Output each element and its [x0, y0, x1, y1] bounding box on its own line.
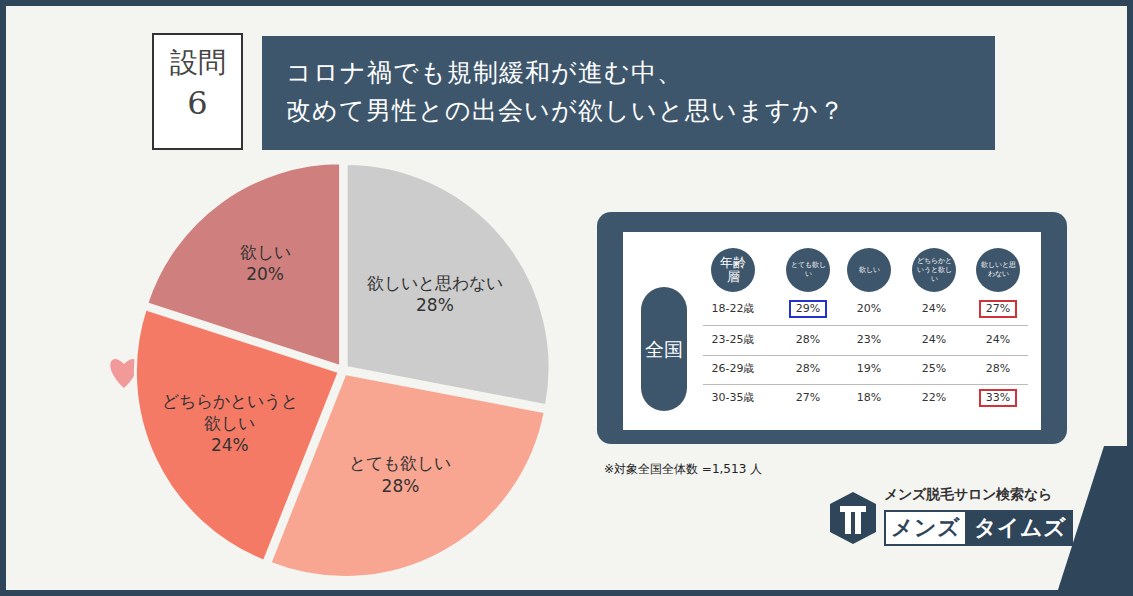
svg-text:欲しいと思わない28%: 欲しいと思わない28% — [367, 273, 503, 315]
html-text:メンズ脱毛サロン検索なら: メンズ脱毛サロン検索なら — [884, 486, 1052, 502]
svg-text:とても欲しい28%: とても欲しい28% — [349, 453, 451, 495]
svg-text:欲しい20%: 欲しい20% — [240, 242, 291, 284]
html-text:年齢層: 年齢層 — [720, 255, 746, 284]
html-text:コロナ禍でも規制緩和が進む中、: コロナ禍でも規制緩和が進む中、 — [286, 58, 683, 87]
html-text:25%: 25% — [921, 362, 947, 375]
html-text:設問: 設問 — [169, 46, 226, 79]
html-text:28%: 28% — [795, 333, 821, 346]
html-text:18-22歳: 18-22歳 — [711, 302, 755, 315]
html-text:改めて男性との出会いが欲しいと思いますか？: 改めて男性との出会いが欲しいと思いますか？ — [286, 96, 845, 125]
html-text:6: 6 — [187, 84, 208, 122]
html-text:33%: 33% — [985, 391, 1011, 404]
html-text:26-29歳: 26-29歳 — [711, 362, 755, 375]
html-text:28%: 28% — [795, 362, 821, 375]
html-text:24%: 24% — [921, 302, 947, 315]
html-text:28%: 28% — [985, 362, 1011, 375]
html-text:メンズ: メンズ — [891, 515, 960, 540]
html-text:22%: 22% — [921, 391, 947, 404]
svg-text:どちらかというと欲しい24%: どちらかというと欲しい24% — [162, 391, 298, 455]
html-text:19%: 19% — [856, 362, 882, 375]
html-text:欲しいと思わない: 欲しいと思わない — [980, 261, 1016, 278]
html-text:27%: 27% — [985, 302, 1011, 315]
html-text:23-25歳: 23-25歳 — [711, 333, 755, 346]
html-text:18%: 18% — [856, 391, 882, 404]
html-text:どちらかというと欲しい: どちらかというと欲しい — [916, 256, 952, 283]
html-text:30-35歳: 30-35歳 — [711, 391, 755, 404]
html-text:タイムズ: タイムズ — [974, 515, 1066, 540]
html-text:全国: 全国 — [645, 338, 683, 360]
html-text:20%: 20% — [856, 302, 882, 315]
html-text:※対象全国全体数 =1,513 人: ※対象全国全体数 =1,513 人 — [604, 462, 763, 476]
html-text:欲しい: 欲しい — [858, 265, 880, 274]
html-text:29%: 29% — [795, 302, 821, 315]
html-text:とても欲しい: とても欲しい — [790, 261, 826, 278]
html-text:24%: 24% — [985, 333, 1011, 346]
html-text:24%: 24% — [921, 333, 947, 346]
html-text:23%: 23% — [856, 333, 882, 346]
html-text:27%: 27% — [795, 391, 821, 404]
